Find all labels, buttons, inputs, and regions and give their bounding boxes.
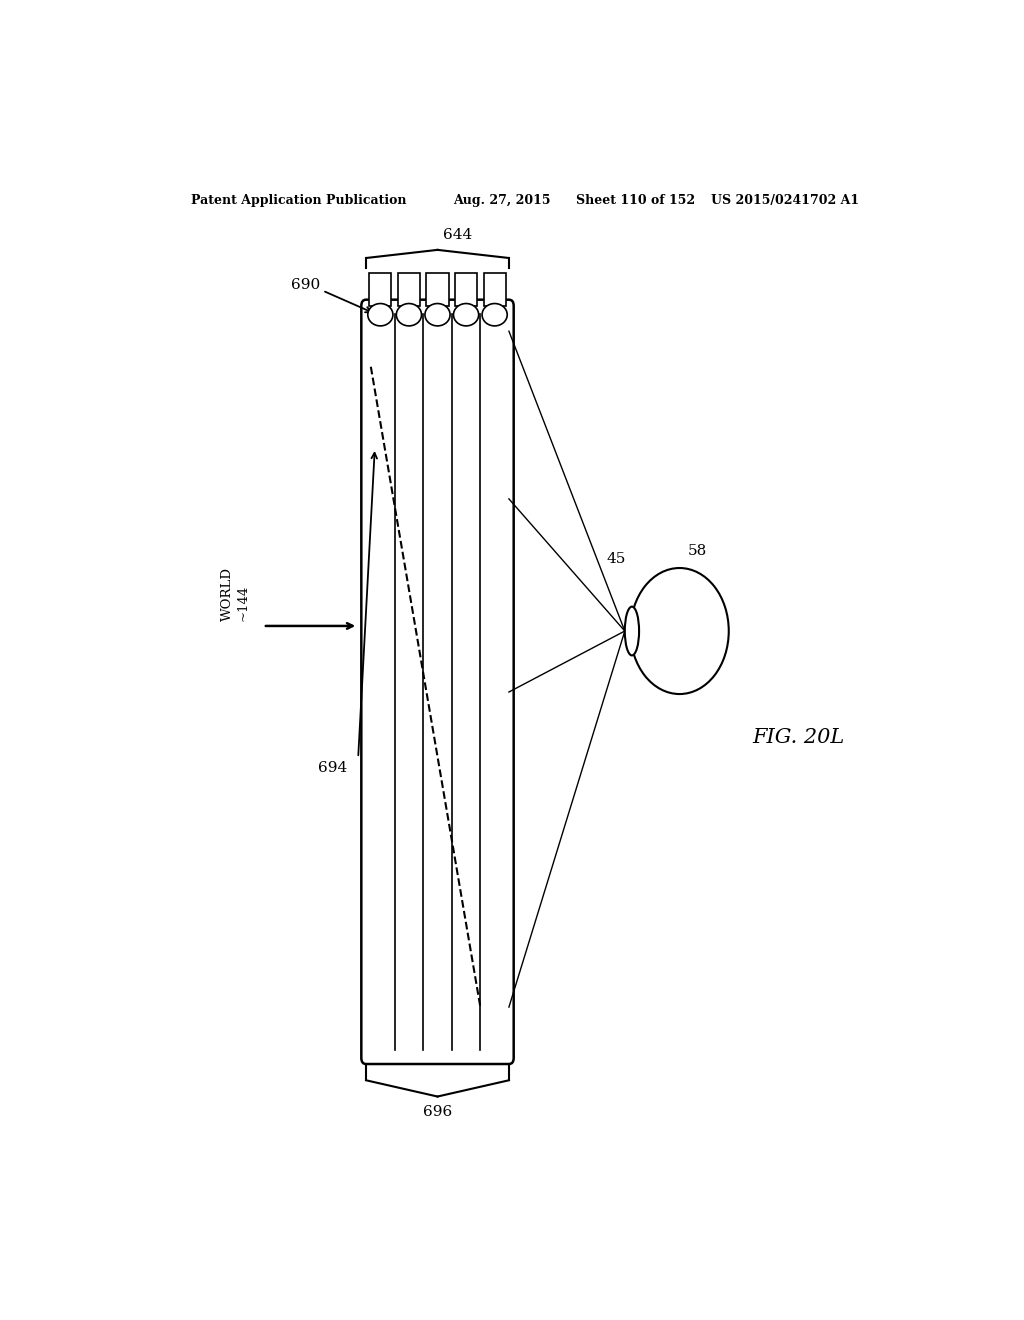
Text: 690: 690 [291, 279, 319, 293]
Text: Aug. 27, 2015: Aug. 27, 2015 [454, 194, 551, 207]
Circle shape [631, 568, 729, 694]
Ellipse shape [482, 304, 507, 326]
Text: 644: 644 [442, 228, 472, 242]
Text: US 2015/0241702 A1: US 2015/0241702 A1 [712, 194, 859, 207]
Ellipse shape [368, 304, 393, 326]
FancyBboxPatch shape [361, 300, 514, 1064]
Text: 696: 696 [423, 1105, 453, 1118]
Text: WORLD: WORLD [221, 566, 233, 620]
Text: 694: 694 [318, 762, 348, 775]
Ellipse shape [425, 304, 451, 326]
Text: Sheet 110 of 152: Sheet 110 of 152 [577, 194, 695, 207]
Text: ~144: ~144 [237, 585, 250, 620]
Ellipse shape [454, 304, 478, 326]
Ellipse shape [396, 304, 422, 326]
Bar [426, 273, 449, 306]
Text: 58: 58 [687, 544, 707, 558]
Bar [370, 273, 391, 306]
Text: 45: 45 [606, 552, 626, 566]
Bar [455, 273, 477, 306]
Text: FIG. 20L: FIG. 20L [753, 729, 845, 747]
Bar [397, 273, 420, 306]
Bar [483, 273, 506, 306]
Text: Patent Application Publication: Patent Application Publication [191, 194, 407, 207]
Ellipse shape [625, 607, 639, 656]
